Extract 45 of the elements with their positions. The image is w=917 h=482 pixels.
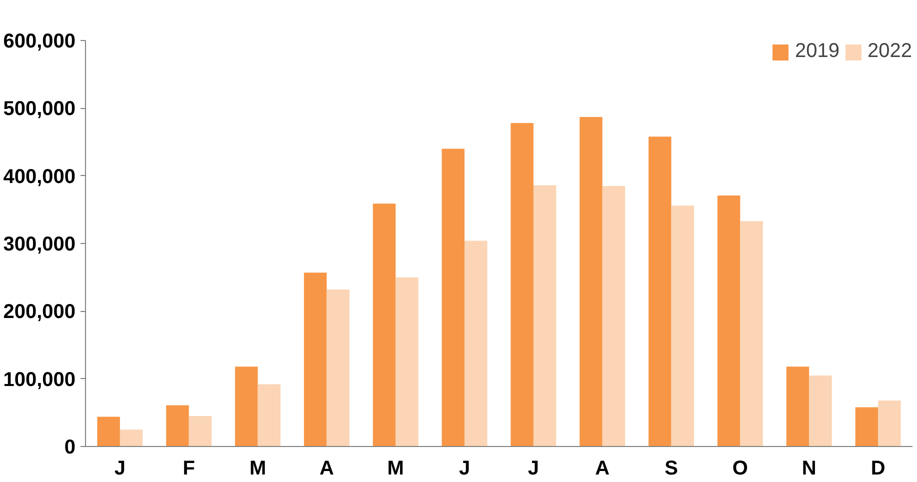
y-tick-label: 400,000 (3, 166, 76, 188)
x-tick-label: O (732, 458, 748, 480)
x-tick-label: A (319, 458, 334, 480)
bar (786, 366, 810, 446)
bar (740, 221, 763, 446)
legend-label: 2022 (868, 40, 912, 63)
bar (602, 186, 626, 446)
bar (580, 116, 602, 446)
x-tick-label: M (249, 458, 266, 480)
x-tick-label: J (458, 458, 470, 480)
bar (533, 185, 556, 446)
y-tick-label: 0 (64, 436, 76, 458)
y-tick-label: 200,000 (3, 301, 76, 324)
bar (166, 405, 189, 446)
bar (97, 416, 120, 446)
y-tick-label: 100,000 (3, 368, 76, 391)
bar (510, 123, 534, 446)
bar (855, 407, 878, 446)
x-tick-label: S (664, 458, 678, 480)
x-tick-label: A (595, 458, 610, 480)
bar (717, 195, 740, 446)
bar (188, 416, 212, 446)
bar (396, 277, 418, 446)
x-tick-label: M (387, 458, 404, 480)
y-tick-label: 600,000 (3, 30, 76, 52)
x-tick-label: F (182, 458, 195, 480)
bar (809, 375, 832, 446)
bar (648, 136, 672, 446)
y-tick-label: 300,000 (3, 234, 76, 256)
bar (235, 366, 258, 446)
bar (464, 240, 488, 446)
bar (326, 290, 350, 446)
bar (442, 148, 465, 446)
x-tick-label: N (802, 458, 816, 480)
legend-label: 2019 (795, 40, 840, 63)
bar (372, 204, 396, 446)
y-tick-label: 500,000 (3, 98, 76, 120)
bar (120, 430, 143, 446)
bar (671, 206, 694, 446)
bar (304, 272, 327, 446)
bar (258, 384, 281, 446)
bar (878, 400, 901, 446)
x-tick-label: J (114, 458, 126, 480)
x-tick-label: J (528, 458, 540, 480)
x-tick-label: D (870, 458, 886, 480)
